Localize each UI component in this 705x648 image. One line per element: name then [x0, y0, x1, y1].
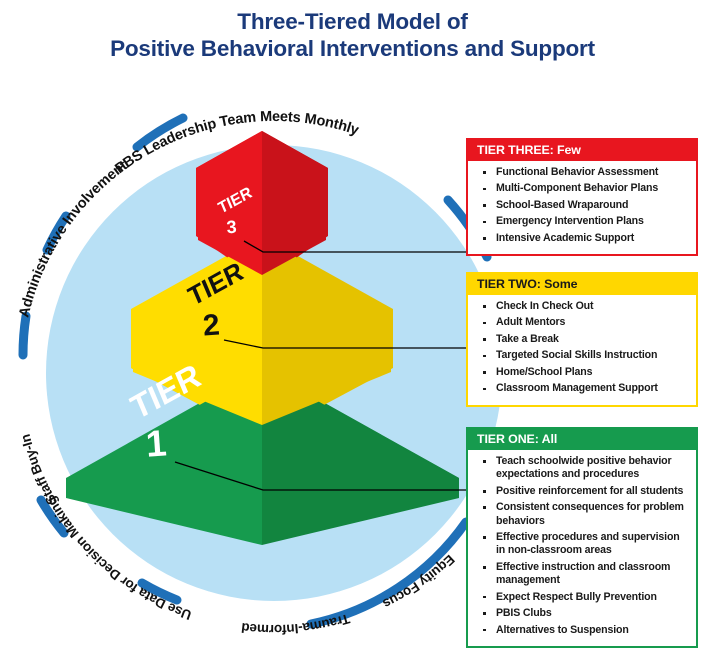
- t3-right: [262, 131, 326, 275]
- list-item: Alternatives to Suspension: [477, 624, 690, 637]
- t2-right: [262, 238, 391, 425]
- leader-line-tier-2: [223, 339, 466, 349]
- list-item: Effective instruction and classroom mana…: [477, 561, 690, 588]
- list-item: Home/School Plans: [477, 366, 690, 379]
- ring-arc-segments: [18, 113, 492, 629]
- list-item: Consistent consequences for problem beha…: [477, 501, 690, 528]
- tier-three-list: Functional Behavior Assessment Multi-Com…: [477, 166, 690, 245]
- list-item: Emergency Intervention Plans: [477, 215, 690, 228]
- tier-three-panel: TIER THREE: Few Functional Behavior Asse…: [466, 138, 698, 257]
- tier-one-list: Teach schoolwide positive behavior expec…: [477, 455, 690, 637]
- list-item: Targeted Social Skills Instruction: [477, 349, 690, 362]
- list-item: Check In Check Out: [477, 300, 690, 313]
- title-line-2: Positive Behavioral Interventions and Su…: [110, 36, 595, 61]
- t2-left: [133, 238, 262, 425]
- tier-one-heading: TIER ONE: All: [468, 429, 696, 450]
- leader-lines: [174, 240, 466, 491]
- list-item: Positive reinforcement for all students: [477, 485, 690, 498]
- title-line-1: Three-Tiered Model of: [237, 9, 468, 34]
- tier-3-number: 3: [226, 217, 237, 238]
- ring-arc-1: [132, 113, 188, 152]
- tier-one-panel: TIER ONE: All Teach schoolwide positive …: [466, 427, 698, 648]
- list-item: School-Based Wraparound: [477, 199, 690, 212]
- page-title: Three-Tiered Model of Positive Behaviora…: [0, 8, 705, 62]
- tier-two-heading: TIER TWO: Some: [468, 274, 696, 295]
- list-item: Take a Break: [477, 333, 690, 346]
- tier-two-panel: TIER TWO: Some Check In Check Out Adult …: [466, 272, 698, 407]
- list-item: Expect Respect Bully Prevention: [477, 591, 690, 604]
- tier-2-number: 2: [202, 308, 221, 342]
- list-item: Effective procedures and supervision in …: [477, 531, 690, 558]
- leader-line-tier-1: [174, 461, 466, 491]
- ring-label-staff-buy-in: Staff Buy-In: [18, 433, 60, 507]
- list-item: Teach schoolwide positive behavior expec…: [477, 455, 690, 482]
- ring-arc-3: [18, 311, 31, 360]
- ring-label-trauma-informed: Trauma-Informed: [241, 611, 352, 637]
- list-item: Functional Behavior Assessment: [477, 166, 690, 179]
- tier-three-heading: TIER THREE: Few: [468, 140, 696, 161]
- list-item: PBIS Clubs: [477, 607, 690, 620]
- list-item: Multi-Component Behavior Plans: [477, 182, 690, 195]
- tier-two-list: Check In Check Out Adult Mentors Take a …: [477, 300, 690, 396]
- t3-left: [198, 131, 262, 275]
- tier-two-body: Check In Check Out Adult Mentors Take a …: [468, 295, 696, 405]
- ring-arc-5: [137, 578, 182, 605]
- ring-arc-2: [42, 211, 71, 255]
- ring-arc-4: [36, 495, 69, 538]
- list-item: Classroom Management Support: [477, 382, 690, 395]
- tier-one-body: Teach schoolwide positive behavior expec…: [468, 450, 696, 646]
- leader-line-tier-3: [243, 240, 466, 253]
- tier-three-body: Functional Behavior Assessment Multi-Com…: [468, 161, 696, 254]
- tier-1-number: 1: [144, 422, 167, 464]
- list-item: Adult Mentors: [477, 316, 690, 329]
- pyramid-faces: [66, 131, 459, 545]
- list-item: Intensive Academic Support: [477, 232, 690, 245]
- ring-arc-6: [306, 517, 471, 629]
